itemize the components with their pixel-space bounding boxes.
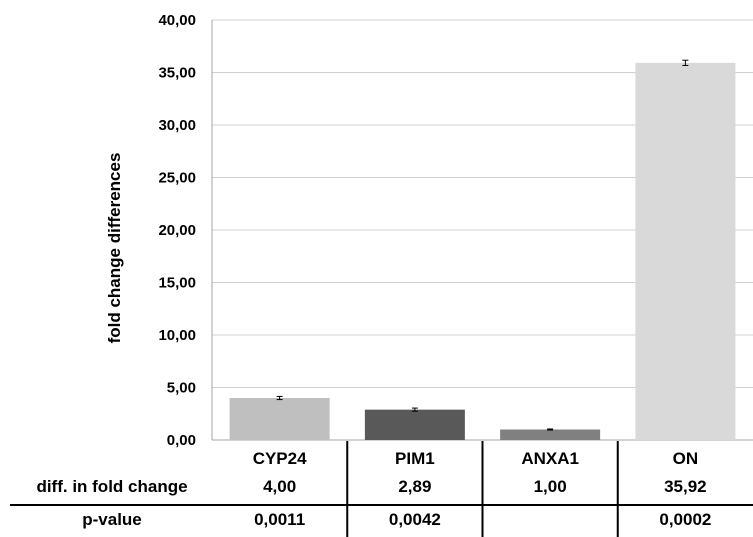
gridlines xyxy=(211,19,753,441)
bar-anxa1 xyxy=(500,429,601,440)
table-cell: 0,0002 xyxy=(659,510,711,529)
table-cell: 35,92 xyxy=(664,477,707,496)
bars xyxy=(229,62,736,441)
y-tick-label: 20,00 xyxy=(158,222,196,239)
y-tick-label: 25,00 xyxy=(158,170,196,187)
error-bar xyxy=(682,59,689,66)
y-tick-label: 30,00 xyxy=(158,117,196,134)
table-row-label: p-value xyxy=(82,510,142,529)
table-cell: 4,00 xyxy=(263,477,296,496)
data-table: diff. in fold change 4,00 2,89 1,00 35,92 p-v… xyxy=(10,441,753,537)
category-labels: CYP24 PIM1 ANXA1 ON xyxy=(253,449,698,468)
table-row-label: diff. in fold change xyxy=(36,477,187,496)
category-label: ON xyxy=(673,449,699,468)
error-bars xyxy=(276,59,689,431)
y-axis-ticks: 0,00 5,00 10,00 15,00 20,00 25,00 30,00 35,00 40… xyxy=(158,12,196,449)
y-tick-label: 0,00 xyxy=(167,432,196,449)
table-cell: 0,0042 xyxy=(389,510,441,529)
bar-cyp24 xyxy=(229,398,330,440)
table-cell: 0,0011 xyxy=(254,510,305,529)
error-bar xyxy=(276,395,283,401)
category-label: PIM1 xyxy=(395,449,435,468)
category-label: CYP24 xyxy=(253,449,307,468)
error-bar xyxy=(411,407,418,412)
y-tick-label: 10,00 xyxy=(158,327,196,344)
bar-on xyxy=(635,62,736,441)
y-tick-label: 40,00 xyxy=(158,12,196,29)
error-bar xyxy=(547,428,554,431)
bar-pim1 xyxy=(364,409,465,440)
table-cell: 2,89 xyxy=(398,477,431,496)
y-tick-label: 35,00 xyxy=(158,65,196,82)
category-label: ANXA1 xyxy=(521,449,579,468)
y-tick-label: 5,00 xyxy=(167,380,196,397)
y-tick-label: 15,00 xyxy=(158,275,196,292)
y-axis-label: fold change differences xyxy=(105,153,124,344)
table-cell: 1,00 xyxy=(534,477,567,496)
